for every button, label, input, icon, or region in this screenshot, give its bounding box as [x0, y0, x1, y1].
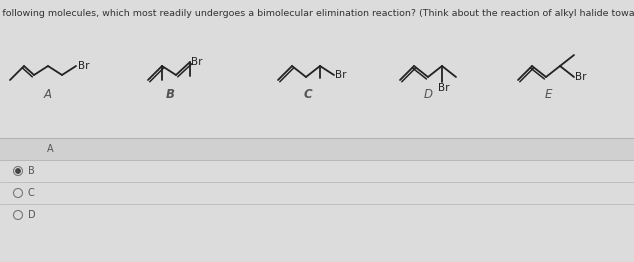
Text: Br: Br: [78, 61, 89, 71]
Bar: [0, 138, 634, 160]
Text: E: E: [545, 88, 552, 101]
Circle shape: [16, 169, 20, 173]
Text: Br: Br: [191, 57, 202, 67]
Text: Br: Br: [335, 70, 347, 80]
Text: Br: Br: [438, 83, 450, 93]
Text: C: C: [304, 88, 313, 101]
Text: Br: Br: [575, 72, 586, 82]
Text: D: D: [424, 88, 432, 101]
Text: Of the following molecules, which most readily undergoes a bimolecular eliminati: Of the following molecules, which most r…: [0, 9, 634, 18]
Text: A: A: [44, 88, 52, 101]
Text: C: C: [28, 188, 35, 198]
Text: B: B: [165, 88, 174, 101]
Text: B: B: [28, 166, 35, 176]
Text: A: A: [47, 144, 53, 154]
Text: D: D: [28, 210, 36, 220]
